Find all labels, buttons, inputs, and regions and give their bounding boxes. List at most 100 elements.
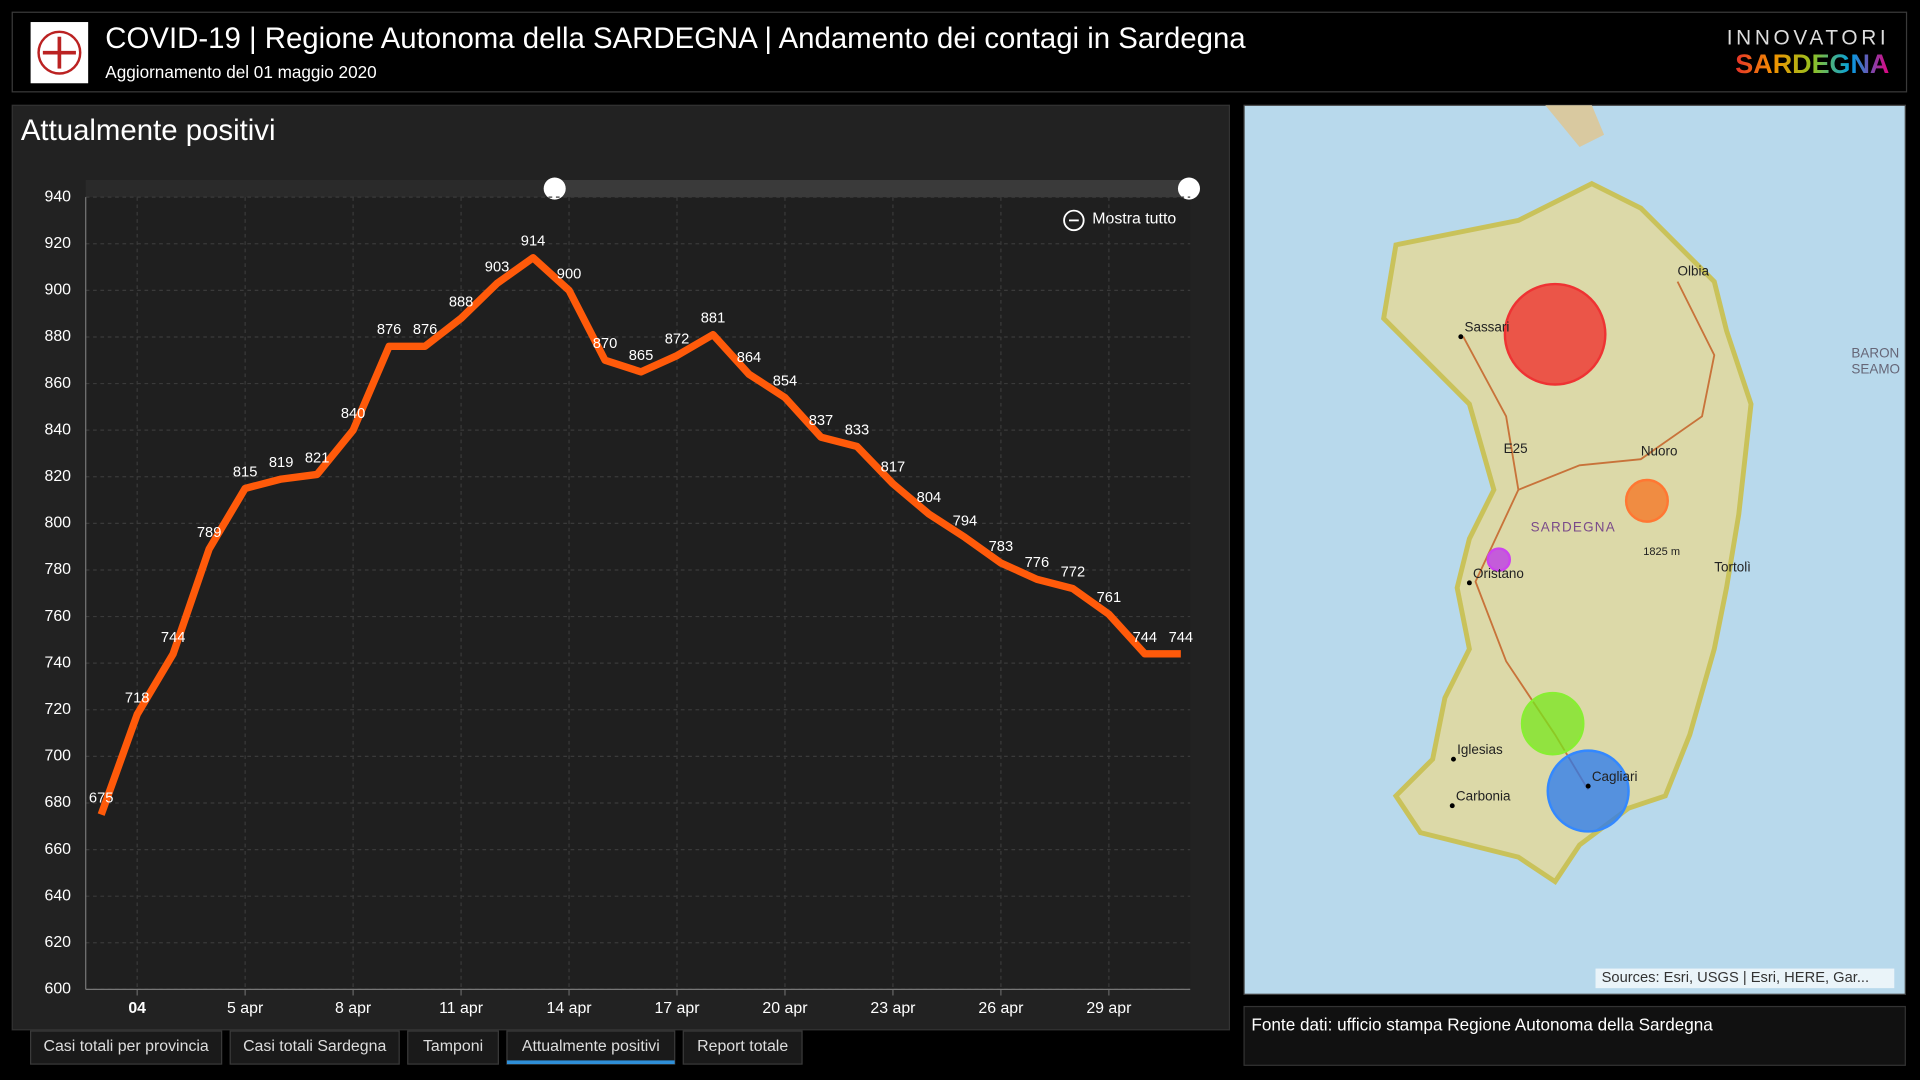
data-label: 888 <box>449 294 474 310</box>
place-marker <box>1451 756 1456 762</box>
data-label: 744 <box>1133 630 1158 646</box>
zoom-label[interactable]: Mostra tutto <box>1092 210 1176 227</box>
place-marker <box>1466 580 1472 586</box>
x-tick-label: 23 apr <box>870 1000 916 1017</box>
y-tick-label: 700 <box>44 748 71 765</box>
data-label: 870 <box>593 336 618 352</box>
x-tick-label: 17 apr <box>654 1000 700 1017</box>
place-label: Tortolì <box>1714 560 1751 575</box>
y-tick-label: 840 <box>44 421 71 438</box>
province-bubble[interactable] <box>1503 282 1607 386</box>
tab-label[interactable]: Casi totali per provincia <box>43 1038 208 1055</box>
header-subtitle: Aggiornamento del 01 maggio 2020 <box>105 62 376 82</box>
place-label: Olbia <box>1678 263 1710 278</box>
data-label: 744 <box>1169 630 1194 646</box>
brand-bottom: SARDEGNA <box>1735 49 1889 79</box>
tab-bg[interactable] <box>30 1030 223 1065</box>
tab[interactable]: Tamponi <box>407 1030 499 1065</box>
data-label: 817 <box>881 460 906 476</box>
zoom-icon <box>1063 209 1085 232</box>
tab-bar: Casi totali per provincia Casi totali Sar… <box>30 1030 803 1065</box>
tab[interactable]: Casi totali per provincia <box>30 1030 223 1065</box>
y-tick-label: 660 <box>44 841 71 858</box>
scrollbar-grip[interactable] <box>543 177 566 200</box>
data-label: 854 <box>773 373 798 389</box>
zoom-button[interactable]: Mostra tutto <box>1063 209 1176 232</box>
tab-bg[interactable] <box>407 1030 499 1065</box>
brand-top: INNOVATORI <box>1727 27 1890 50</box>
y-tick-label: 820 <box>44 468 71 485</box>
data-label: 815 <box>233 464 258 480</box>
data-label: 872 <box>665 332 690 348</box>
line-series <box>97 254 1181 816</box>
data-label: 776 <box>1025 555 1050 571</box>
place-label: Iglesias <box>1457 742 1503 757</box>
map-labels: Olbia Sassari Nuoro SARDEGNA 1825 m Oristano T… <box>1449 263 1900 809</box>
tab-label[interactable]: Tamponi <box>423 1038 483 1055</box>
place-label: Cagliari <box>1592 769 1638 784</box>
y-tick-label: 600 <box>44 981 71 998</box>
region-label: SARDEGNA <box>1531 519 1616 534</box>
place-label: SEAMO <box>1851 361 1900 376</box>
data-label: 761 <box>1097 590 1122 606</box>
data-label: 903 <box>485 259 510 275</box>
header-title: COVID-19 | Regione Autonoma della SARDEG… <box>105 22 1246 55</box>
y-tick-label: 680 <box>44 794 71 811</box>
tab-bg[interactable] <box>682 1030 803 1065</box>
tab[interactable]: Casi totali Sardegna <box>229 1030 400 1065</box>
attribution-bg <box>1595 968 1895 989</box>
data-label: 840 <box>341 406 366 422</box>
tab-label[interactable]: Report totale <box>697 1038 788 1055</box>
data-label: 821 <box>305 450 330 466</box>
data-label: 876 <box>377 322 402 338</box>
data-label: 789 <box>197 525 222 541</box>
y-tick-label: 920 <box>44 235 71 252</box>
y-tick-label: 720 <box>44 701 71 718</box>
logo-emblem <box>37 30 82 75</box>
tab[interactable]: Attualmente positivi <box>506 1030 676 1065</box>
data-label: 804 <box>917 490 942 506</box>
data-label: 833 <box>845 422 870 438</box>
data-label: 783 <box>989 539 1014 555</box>
data-label: 837 <box>809 413 834 429</box>
x-tick-label: 04 <box>128 1000 146 1017</box>
tab-label[interactable]: Attualmente positivi <box>522 1038 660 1055</box>
tab-bg[interactable] <box>229 1030 400 1065</box>
province-bubble[interactable] <box>1546 749 1630 833</box>
province-bubble[interactable] <box>1486 547 1512 572</box>
data-label: 718 <box>125 690 150 706</box>
place-label: BARON <box>1851 345 1899 360</box>
place-label: 1825 m <box>1643 546 1680 558</box>
place-label: Nuoro <box>1641 443 1678 458</box>
place-label: E25 <box>1504 441 1528 456</box>
province-bubble[interactable] <box>1520 691 1585 756</box>
x-tick-label: 11 apr <box>439 1000 484 1017</box>
y-tick-label: 760 <box>44 608 71 625</box>
header-panel <box>11 11 1908 93</box>
x-tick-label: 5 apr <box>227 1000 264 1017</box>
place-marker <box>1585 783 1591 789</box>
tab[interactable]: Report totale <box>682 1030 803 1065</box>
road <box>1518 281 1716 491</box>
scrollbar-grip[interactable] <box>1177 177 1200 200</box>
tab-label[interactable]: Casi totali Sardegna <box>243 1038 386 1055</box>
y-tick-label: 800 <box>44 515 71 532</box>
tab-bg[interactable] <box>506 1030 676 1065</box>
province-bubble[interactable] <box>1624 478 1669 523</box>
map-attribution: Sources: Esri, USGS | Esri, HERE, Gar... <box>1602 970 1869 986</box>
scrollbar-thumb[interactable] <box>554 180 1189 198</box>
x-tick-label: 8 apr <box>335 1000 372 1017</box>
y-tick-label: 900 <box>44 282 71 299</box>
y-tick-label: 740 <box>44 654 71 671</box>
place-marker <box>1449 803 1455 809</box>
place-label: Oristano <box>1473 566 1524 581</box>
source-panel <box>1243 1005 1906 1066</box>
plot-area <box>85 197 1191 990</box>
y-tick-label: 880 <box>44 328 71 345</box>
x-tick-label: 26 apr <box>978 1000 1024 1017</box>
data-label: 864 <box>737 350 762 366</box>
tab-active-indicator <box>506 1060 675 1065</box>
data-label: 914 <box>521 234 546 250</box>
